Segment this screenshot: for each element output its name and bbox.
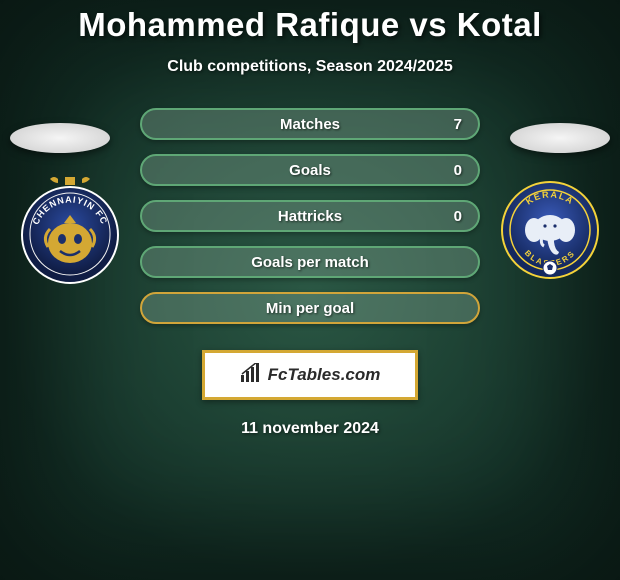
stat-row: Goals 0: [140, 154, 480, 186]
chart-icon: [240, 363, 262, 388]
date-label: 11 november 2024: [0, 420, 620, 438]
stat-label: Matches: [280, 116, 340, 133]
stat-row: Hattricks 0: [140, 200, 480, 232]
stat-label: Goals: [289, 162, 331, 179]
stat-row: Goals per match: [140, 246, 480, 278]
stat-label: Min per goal: [266, 300, 354, 317]
stats-list: Matches 7 Goals 0 Hattricks 0 Goals per match M…: [140, 108, 480, 324]
stat-row: Min per goal: [140, 292, 480, 324]
stat-row: Matches 7: [140, 108, 480, 140]
stat-value-right: 0: [454, 162, 462, 179]
stat-value-right: 7: [454, 116, 462, 133]
stat-label: Hattricks: [278, 208, 342, 225]
stat-value-right: 0: [454, 208, 462, 225]
stat-label: Goals per match: [251, 254, 369, 271]
page-title: Mohammed Rafique vs Kotal: [0, 6, 620, 44]
branding-text: FcTables.com: [268, 365, 381, 385]
branding-badge[interactable]: FcTables.com: [202, 350, 418, 400]
subtitle: Club competitions, Season 2024/2025: [0, 58, 620, 76]
